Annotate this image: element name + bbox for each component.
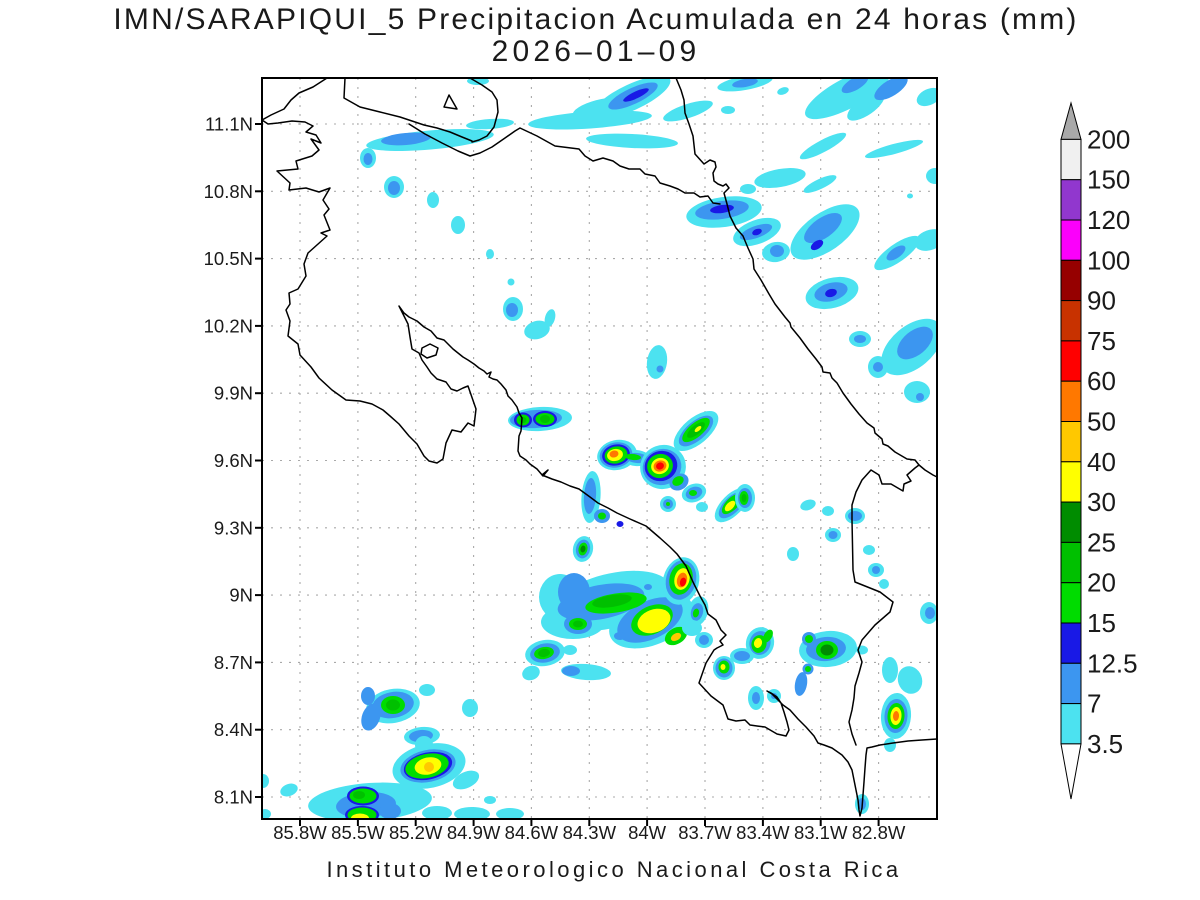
- svg-text:IMN/SARAPIQUI_5 Precipitacion: IMN/SARAPIQUI_5 Precipitacion Acumulada …: [113, 3, 1078, 36]
- svg-text:85.2W: 85.2W: [389, 822, 443, 843]
- svg-text:84W: 84W: [628, 822, 667, 843]
- svg-text:50: 50: [1087, 407, 1116, 437]
- svg-text:85.5W: 85.5W: [331, 822, 385, 843]
- svg-text:Instituto Meteorologico Nacion: Instituto Meteorologico Nacional Costa R…: [326, 857, 901, 882]
- svg-text:12.5: 12.5: [1087, 648, 1138, 678]
- svg-text:83.1W: 83.1W: [794, 822, 848, 843]
- svg-text:11.1N: 11.1N: [205, 114, 253, 135]
- svg-text:8.1N: 8.1N: [214, 787, 253, 808]
- svg-text:3.5: 3.5: [1087, 729, 1123, 759]
- svg-text:2026–01–09: 2026–01–09: [492, 35, 701, 68]
- svg-text:75: 75: [1087, 326, 1116, 356]
- svg-text:60: 60: [1087, 366, 1116, 396]
- svg-text:83.4W: 83.4W: [736, 822, 790, 843]
- svg-text:84.9W: 84.9W: [447, 822, 501, 843]
- svg-text:90: 90: [1087, 286, 1116, 316]
- svg-text:200: 200: [1087, 124, 1130, 154]
- svg-text:100: 100: [1087, 245, 1130, 275]
- svg-text:82.8W: 82.8W: [852, 822, 906, 843]
- svg-text:20: 20: [1087, 568, 1116, 598]
- svg-text:85.8W: 85.8W: [273, 822, 327, 843]
- svg-text:84.3W: 84.3W: [563, 822, 617, 843]
- svg-text:8.7N: 8.7N: [214, 652, 253, 673]
- svg-text:9.9N: 9.9N: [214, 383, 253, 404]
- svg-text:30: 30: [1087, 487, 1116, 517]
- svg-text:9.3N: 9.3N: [214, 517, 253, 538]
- svg-text:9.6N: 9.6N: [214, 450, 253, 471]
- svg-text:9N: 9N: [229, 585, 253, 606]
- svg-text:150: 150: [1087, 165, 1130, 195]
- svg-text:10.2N: 10.2N: [204, 315, 253, 336]
- svg-text:83.7W: 83.7W: [678, 822, 732, 843]
- svg-text:40: 40: [1087, 447, 1116, 477]
- svg-text:15: 15: [1087, 608, 1116, 638]
- svg-text:84.6W: 84.6W: [505, 822, 559, 843]
- svg-text:10.8N: 10.8N: [204, 181, 253, 202]
- svg-text:120: 120: [1087, 205, 1130, 235]
- svg-text:25: 25: [1087, 527, 1116, 557]
- svg-text:8.4N: 8.4N: [214, 719, 253, 740]
- svg-text:10.5N: 10.5N: [204, 248, 253, 269]
- svg-text:7: 7: [1087, 689, 1101, 719]
